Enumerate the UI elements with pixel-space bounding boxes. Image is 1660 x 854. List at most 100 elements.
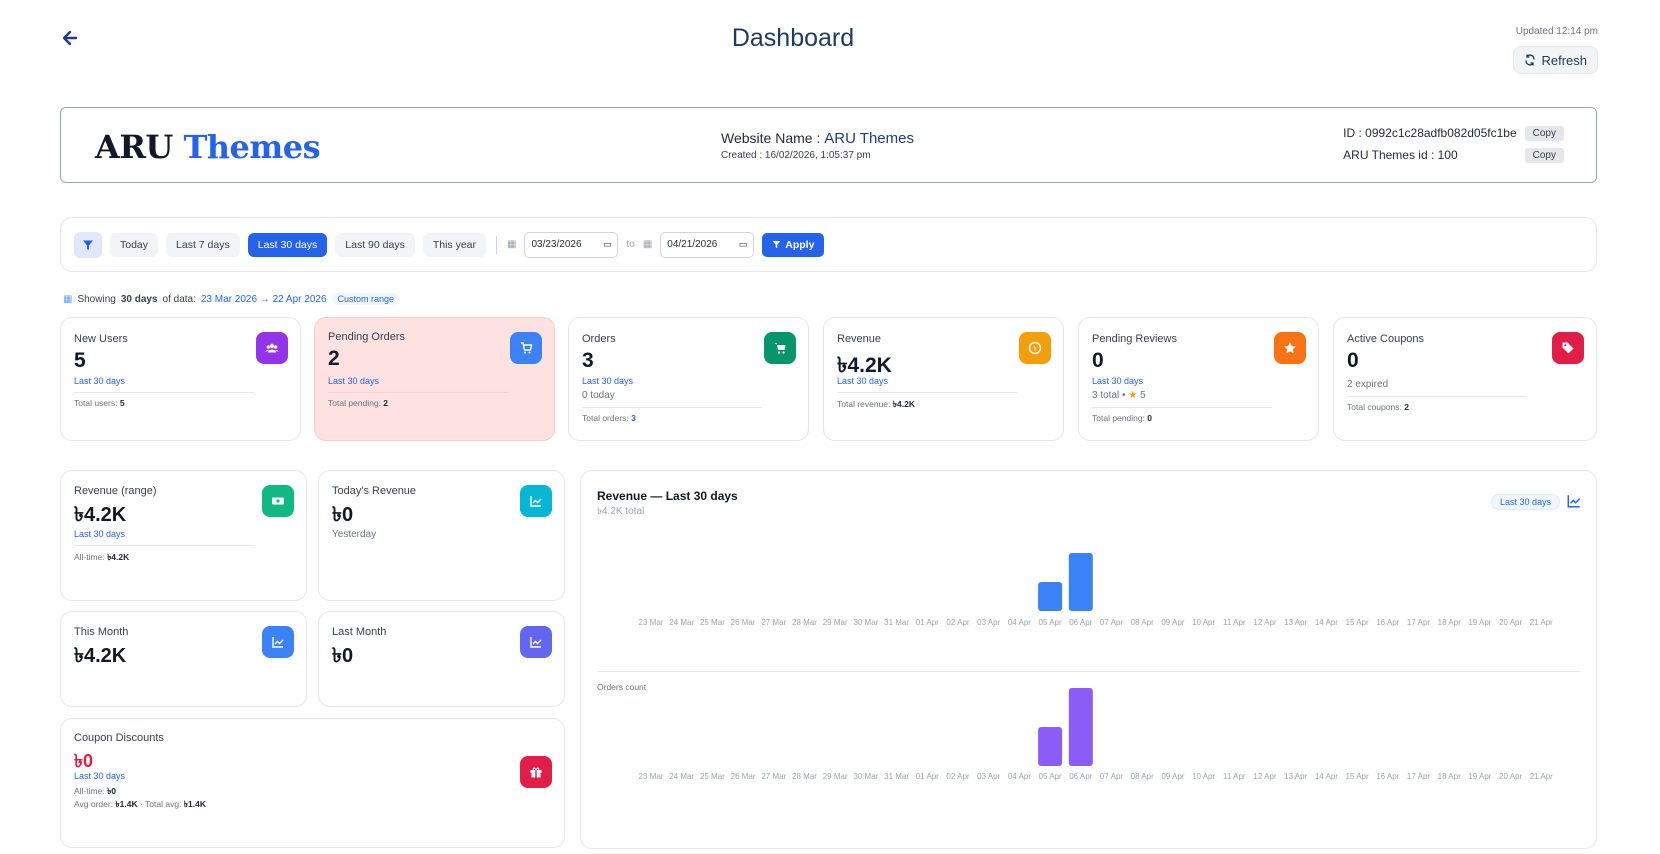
stat-card-active-coupons[interactable]: Active Coupons 0 2 expired Total coupons… xyxy=(1333,317,1597,441)
x-tick-label: 04 Apr xyxy=(1008,618,1031,627)
x-tick-label: 31 Mar xyxy=(884,618,909,627)
chart-line-icon xyxy=(262,626,294,658)
x-tick-label: 23 Mar xyxy=(639,618,664,627)
x-tick-label: 08 Apr xyxy=(1131,618,1154,627)
x-tick-label: 29 Mar xyxy=(823,618,848,627)
x-tick-label: 16 Apr xyxy=(1376,772,1399,781)
stat-card-last-month[interactable]: Last Month ৳0 xyxy=(318,611,565,707)
orders-bar[interactable] xyxy=(1038,727,1063,766)
copy-id-button[interactable]: Copy xyxy=(1524,125,1564,141)
website-name: ARU Themes xyxy=(824,130,914,147)
x-tick-label: 12 Apr xyxy=(1253,772,1276,781)
filter-chip-today[interactable]: Today xyxy=(110,232,159,257)
x-tick-label: 20 Apr xyxy=(1499,772,1522,781)
x-tick-label: 24 Mar xyxy=(669,772,694,781)
orders-bar[interactable] xyxy=(1068,688,1093,766)
x-tick-label: 23 Mar xyxy=(639,772,664,781)
stat-card-todays-revenue[interactable]: Today's Revenue ৳0 Yesterday xyxy=(318,470,565,601)
x-tick-label: 13 Apr xyxy=(1284,618,1307,627)
filter-chip-this-year[interactable]: This year xyxy=(422,232,487,257)
date-filter-bar: Today Last 7 days Last 30 days Last 90 d… xyxy=(60,217,1597,272)
x-tick-label: 27 Mar xyxy=(761,772,786,781)
x-tick-label: 06 Apr xyxy=(1069,772,1092,781)
shopping-cart-icon xyxy=(764,332,796,364)
refresh-icon xyxy=(1525,54,1536,66)
created-date: Created : 16/02/2026, 1:05:37 pm xyxy=(721,150,871,161)
x-tick-label: 27 Mar xyxy=(761,618,786,627)
x-tick-label: 28 Mar xyxy=(792,618,817,627)
apply-button[interactable]: Apply xyxy=(762,232,825,257)
x-tick-label: 14 Apr xyxy=(1315,618,1338,627)
x-tick-label: 31 Mar xyxy=(884,772,909,781)
x-tick-label: 09 Apr xyxy=(1161,618,1184,627)
divider xyxy=(496,235,498,254)
calendar-icon: ▦ xyxy=(642,239,653,250)
x-tick-label: 21 Apr xyxy=(1530,772,1553,781)
back-arrow-icon[interactable] xyxy=(60,28,80,48)
x-tick-label: 15 Apr xyxy=(1346,618,1369,627)
store-ids: ID : 0992c1c28adfb082d05fc1be Copy ARU Th… xyxy=(1343,122,1564,166)
chart-line-icon xyxy=(520,626,552,658)
x-tick-label: 09 Apr xyxy=(1161,772,1184,781)
x-tick-label: 16 Apr xyxy=(1376,618,1399,627)
stat-card-revenue[interactable]: Revenue ৳4.2K Last 30 days Total revenue… xyxy=(823,317,1064,441)
x-tick-label: 05 Apr xyxy=(1039,618,1062,627)
page-title: Dashboard xyxy=(731,24,855,52)
x-tick-label: 07 Apr xyxy=(1100,618,1123,627)
x-tick-label: 11 Apr xyxy=(1223,772,1246,781)
chart-range-badge[interactable]: Last 30 days xyxy=(1490,494,1560,510)
copy-themes-id-button[interactable]: Copy xyxy=(1524,147,1564,163)
website-name-label: Website Name : xyxy=(721,130,825,146)
stat-card-new-users[interactable]: New Users 5 Last 30 days Total users: 5 xyxy=(60,317,301,441)
filter-icon[interactable] xyxy=(74,231,102,258)
coin-icon: ৳ xyxy=(1019,332,1051,364)
x-tick-label: 03 Apr xyxy=(977,772,1000,781)
x-tick-label: 02 Apr xyxy=(946,618,969,627)
cash-icon xyxy=(262,485,294,517)
tag-icon xyxy=(1552,332,1584,364)
x-tick-label: 14 Apr xyxy=(1315,772,1338,781)
calendar-picker-icon[interactable]: ▭ xyxy=(602,239,612,249)
stat-card-revenue-range[interactable]: Revenue (range) ৳4.2K Last 30 days All-t… xyxy=(60,470,307,601)
bar-charts: 23 Mar 24 Mar 25 Mar 26 Mar 27 Mar 28 Mar 29 M… xyxy=(639,553,1553,781)
calendar-icon: ▦ xyxy=(507,239,517,250)
x-tick-label: 01 Apr xyxy=(916,618,939,627)
x-tick-label: 10 Apr xyxy=(1192,618,1215,627)
calendar-picker-icon[interactable]: ▭ xyxy=(738,239,748,249)
users-icon xyxy=(256,332,288,364)
star-icon xyxy=(1274,332,1306,364)
from-date-input[interactable]: 03/23/2026 ▭ xyxy=(524,231,619,258)
to-date-input[interactable]: 04/21/2026 ▭ xyxy=(660,231,755,258)
store-info-card: ARU Themes Website Name : ARU Themes Cre… xyxy=(60,107,1597,183)
x-tick-label: 30 Mar xyxy=(853,772,878,781)
chart-title: Revenue — Last 30 days xyxy=(597,489,738,503)
x-tick-label: 02 Apr xyxy=(946,772,969,781)
stat-card-orders[interactable]: Orders 3 Last 30 days 0 today Total orde… xyxy=(568,317,809,441)
brand-logo: ARU Themes xyxy=(95,128,321,166)
refresh-button[interactable]: Refresh xyxy=(1513,46,1598,74)
revenue-bar[interactable] xyxy=(1038,582,1063,611)
stat-card-this-month[interactable]: This Month ৳4.2K xyxy=(60,611,307,707)
filter-chip-last-7-days[interactable]: Last 7 days xyxy=(166,232,240,257)
svg-text:৳: ৳ xyxy=(1033,345,1037,353)
chart-divider xyxy=(597,671,1580,672)
stat-card-coupon-discounts[interactable]: Coupon Discounts ৳0 Last 30 days All-tim… xyxy=(60,718,565,848)
x-tick-label: 25 Mar xyxy=(700,772,725,781)
x-tick-label: 05 Apr xyxy=(1039,772,1062,781)
x-tick-label: 12 Apr xyxy=(1253,618,1276,627)
updated-time: Updated 12:14 pm xyxy=(1515,26,1598,37)
stat-card-pending-orders[interactable]: Pending Orders 2 Last 30 days Total pend… xyxy=(314,317,555,441)
x-tick-label: 06 Apr xyxy=(1069,618,1092,627)
filter-chip-last-90-days[interactable]: Last 90 days xyxy=(335,232,415,257)
revenue-chart-panel: Revenue — Last 30 days ৳4.2K total Last … xyxy=(580,470,1597,849)
trending-up-icon xyxy=(520,485,552,517)
revenue-bar[interactable] xyxy=(1068,553,1093,611)
x-tick-label: 17 Apr xyxy=(1407,618,1430,627)
filter-chip-last-30-days[interactable]: Last 30 days xyxy=(247,232,328,257)
stat-card-pending-reviews[interactable]: Pending Reviews 0 Last 30 days 3 total •… xyxy=(1078,317,1319,441)
x-tick-label: 26 Mar xyxy=(731,772,756,781)
trending-up-icon[interactable] xyxy=(1566,493,1582,509)
star-icon: ★ xyxy=(1128,390,1138,401)
x-tick-label: 28 Mar xyxy=(792,772,817,781)
x-tick-label: 07 Apr xyxy=(1100,772,1123,781)
